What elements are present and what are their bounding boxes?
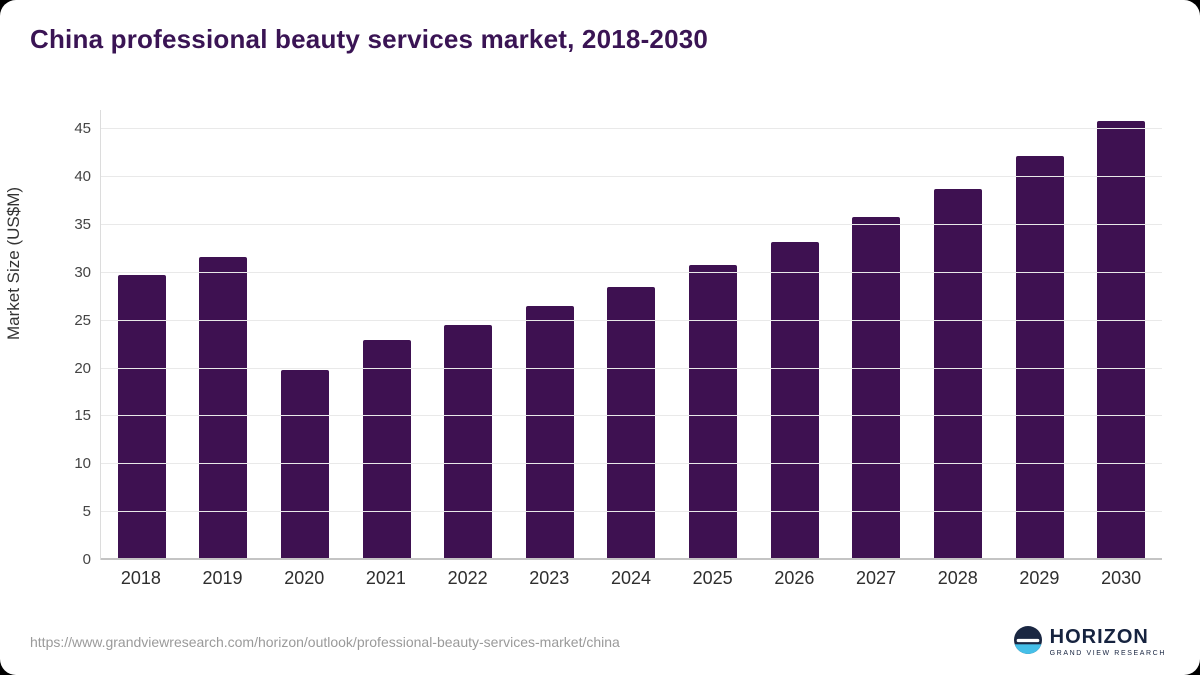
bar-column-2028	[917, 110, 999, 560]
source-url[interactable]: https://www.grandviewresearch.com/horizo…	[30, 634, 620, 650]
bar-2029	[1015, 155, 1064, 560]
y-tick-label: 45	[74, 120, 91, 138]
brand-name: HORIZON	[1049, 626, 1149, 648]
bar-2025	[689, 265, 738, 560]
bar-2019	[199, 256, 248, 560]
bar-column-2023	[509, 110, 591, 560]
bar-column-2024	[591, 110, 673, 560]
gridline	[101, 223, 1162, 225]
y-tick-label: 35	[74, 215, 91, 233]
y-tick-label: 20	[74, 359, 91, 377]
x-tick-label-2022: 2022	[447, 568, 488, 588]
bar-column-2025	[672, 110, 754, 560]
x-tick-label-2026: 2026	[774, 568, 815, 588]
footer: https://www.grandviewresearch.com/horizo…	[0, 617, 1200, 675]
bar-column-2018	[101, 110, 183, 560]
gridline	[101, 463, 1162, 465]
y-tick-label: 25	[74, 311, 91, 329]
bar-column-2030	[1080, 110, 1162, 560]
bar-2023	[525, 306, 574, 560]
x-axis-baseline	[101, 558, 1162, 560]
bar-column-2029	[999, 110, 1081, 560]
x-tick-label-2020: 2020	[284, 568, 325, 588]
horizon-logo-icon	[1013, 625, 1042, 659]
bar-column-2022	[427, 110, 509, 560]
bar-column-2027	[835, 110, 917, 560]
gridline	[101, 271, 1162, 273]
y-tick-label: 30	[74, 263, 91, 281]
gridline	[101, 128, 1162, 130]
y-tick-label: 0	[82, 551, 91, 568]
bar-2028	[933, 188, 982, 560]
x-tick-label-2028: 2028	[937, 568, 978, 588]
brand-text: HORIZON GRAND VIEW RESEARCH	[1050, 627, 1166, 657]
bar-2027	[852, 217, 901, 560]
bar-2020	[281, 370, 330, 560]
x-tick-label-2029: 2029	[1019, 568, 1060, 588]
x-tick-label-2030: 2030	[1101, 568, 1142, 588]
bar-column-2020	[264, 110, 346, 560]
bar-2030	[1097, 120, 1146, 560]
brand-logo: HORIZON GRAND VIEW RESEARCH	[1013, 625, 1166, 659]
x-tick-label-2023: 2023	[529, 568, 570, 588]
bar-column-2021	[346, 110, 428, 560]
bar-2024	[607, 287, 656, 560]
gridline	[101, 415, 1162, 417]
bar-2022	[444, 325, 493, 560]
x-tick-label-2018: 2018	[120, 568, 161, 588]
bar-2026	[770, 242, 819, 560]
plot-area: 0 5 10 15 20 25 30 35 40 45	[74, 110, 1162, 568]
x-tick-label-2019: 2019	[202, 568, 243, 588]
bar-2021	[362, 339, 411, 560]
y-tick-label: 15	[74, 407, 91, 425]
x-tick-label-2027: 2027	[856, 568, 897, 588]
x-tick-label-2025: 2025	[692, 568, 733, 588]
y-tick-label: 10	[74, 455, 91, 473]
y-tick-label: 40	[74, 168, 91, 186]
gridline	[101, 176, 1162, 178]
x-tick-label-2024: 2024	[610, 568, 651, 588]
bar-column-2019	[183, 110, 265, 560]
x-tick-label-2021: 2021	[365, 568, 406, 588]
gridline	[101, 367, 1162, 369]
bar-2018	[117, 274, 166, 560]
gridline	[101, 319, 1162, 321]
bar-series	[101, 110, 1162, 560]
y-axis-title: Market Size (US$M)	[4, 186, 23, 340]
bar-column-2026	[754, 110, 836, 560]
y-tick-label: 5	[82, 503, 91, 521]
brand-subtitle: GRAND VIEW RESEARCH	[1049, 650, 1166, 657]
gridline	[101, 511, 1162, 513]
x-axis-labels: 2018 2019 2020 2021 2022 2023 2024 2025 2026 2027…	[100, 568, 1162, 589]
page-title: China professional beauty services marke…	[30, 24, 709, 54]
